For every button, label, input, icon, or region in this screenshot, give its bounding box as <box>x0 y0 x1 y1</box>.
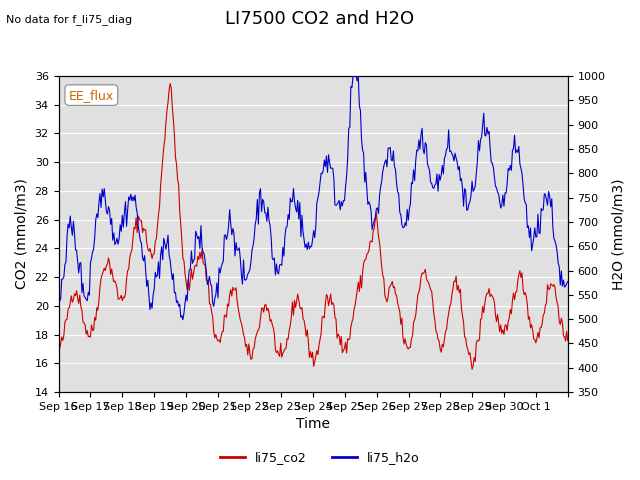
Legend: li75_co2, li75_h2o: li75_co2, li75_h2o <box>215 446 425 469</box>
Y-axis label: H2O (mmol/m3): H2O (mmol/m3) <box>611 178 625 290</box>
Y-axis label: CO2 (mmol/m3): CO2 (mmol/m3) <box>15 179 29 289</box>
X-axis label: Time: Time <box>296 418 330 432</box>
Text: LI7500 CO2 and H2O: LI7500 CO2 and H2O <box>225 10 415 28</box>
Text: No data for f_li75_diag: No data for f_li75_diag <box>6 14 132 25</box>
Text: EE_flux: EE_flux <box>68 89 114 102</box>
